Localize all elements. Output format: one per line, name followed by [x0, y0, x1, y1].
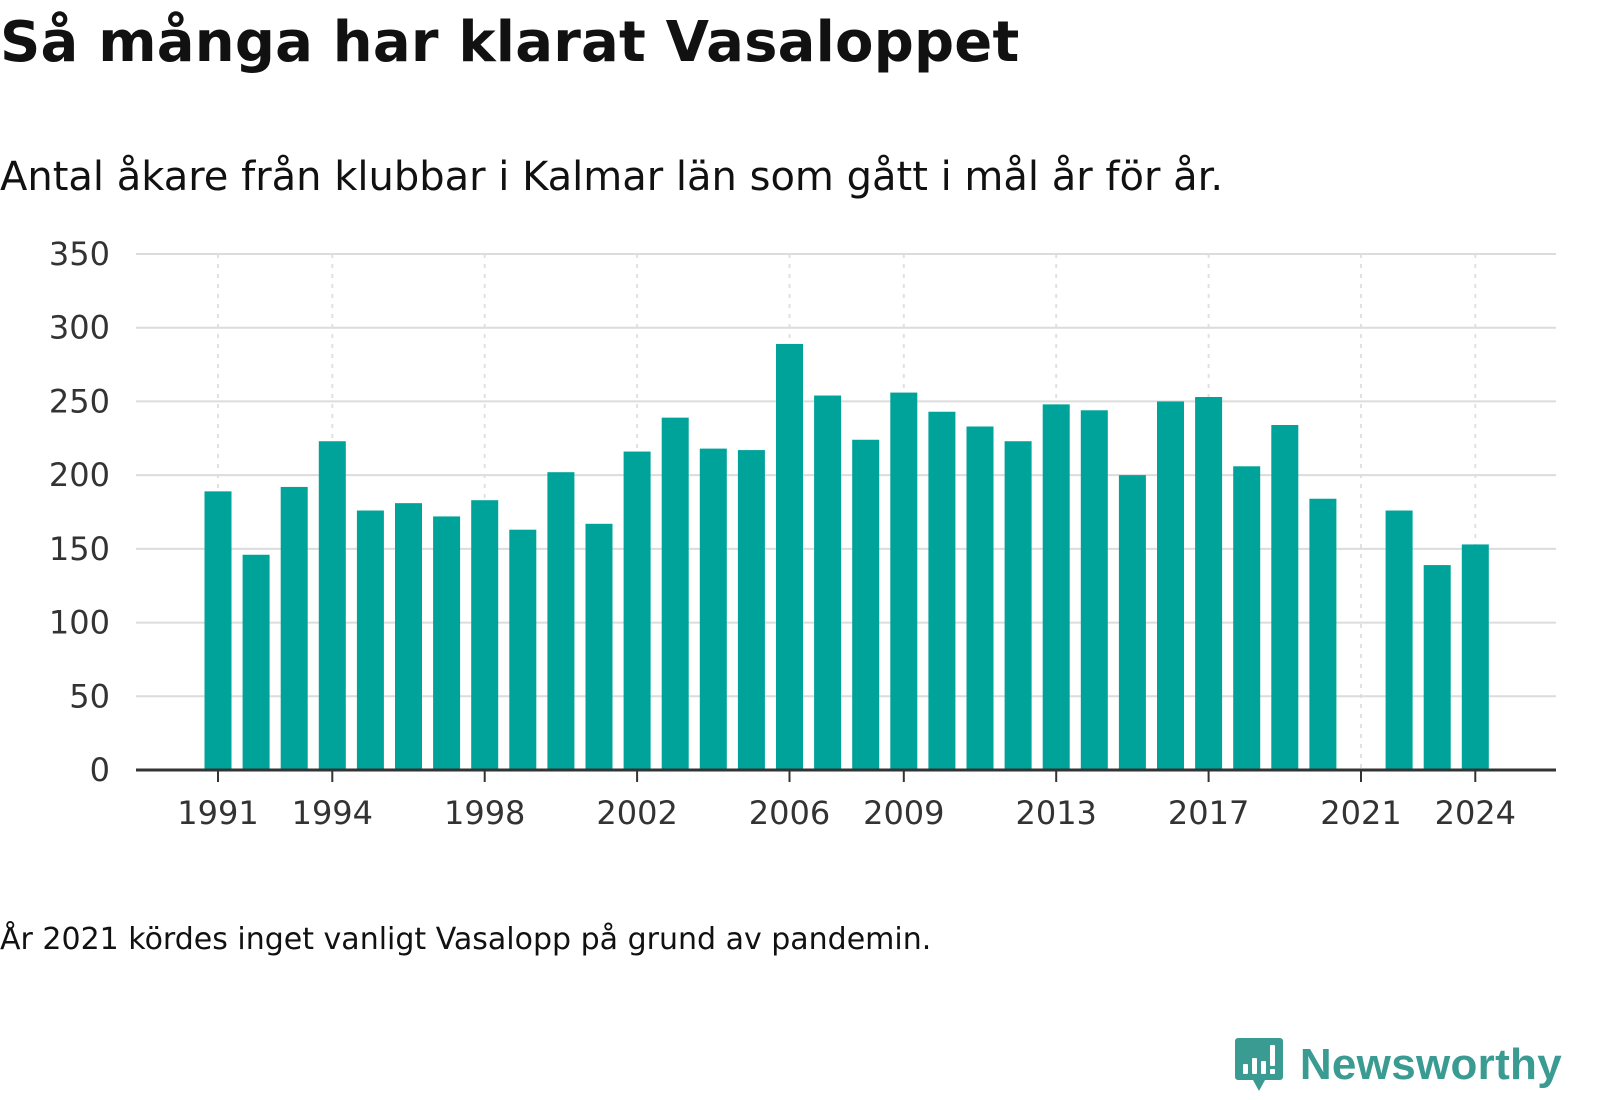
bar-2009 — [890, 392, 918, 770]
footnote: År 2021 kördes inget vanligt Vasalopp på… — [0, 922, 932, 957]
bar-1994 — [318, 441, 346, 770]
chart-title: Så många har klarat Vasaloppet — [0, 10, 1020, 75]
y-tick-label: 250 — [49, 382, 110, 420]
y-tick-label: 200 — [49, 456, 110, 494]
bar-2013 — [1042, 404, 1070, 770]
bar-2018 — [1233, 466, 1261, 770]
bar-1995 — [356, 510, 384, 770]
x-tick-label: 2002 — [596, 794, 677, 832]
bar-1997 — [433, 516, 461, 770]
bar-2002 — [623, 451, 651, 770]
bar-1999 — [509, 529, 537, 770]
bar-2020 — [1309, 498, 1337, 770]
bar-2015 — [1118, 475, 1146, 770]
bar-chart-speech-bubble-icon — [1234, 1038, 1283, 1091]
x-tick-label: 2006 — [749, 794, 830, 832]
brand-logo: Newsworthy — [1234, 1036, 1562, 1094]
bar-1998 — [471, 500, 499, 770]
bar-2014 — [1080, 410, 1108, 770]
bar-1991 — [204, 491, 232, 770]
bar-chart: 0 50 100 150 200 250 300 350 1991 1994 1998 2002 200… — [49, 235, 1556, 832]
y-tick-label: 150 — [49, 530, 110, 568]
bar-2010 — [928, 411, 956, 770]
bar-2019 — [1271, 425, 1299, 770]
bar-2007 — [814, 395, 842, 770]
y-tick-label: 50 — [69, 677, 110, 715]
bar-2016 — [1157, 401, 1184, 770]
bar-2008 — [852, 439, 880, 770]
bar-2011 — [966, 426, 994, 770]
y-tick-label: 0 — [90, 751, 110, 789]
x-tick-label: 1994 — [292, 794, 373, 832]
bar-2004 — [699, 448, 727, 770]
x-tick-label: 2021 — [1320, 794, 1401, 832]
bar-2012 — [1004, 441, 1032, 770]
bar-2006 — [776, 343, 803, 770]
bar-1996 — [395, 503, 422, 770]
y-tick-label: 100 — [49, 604, 110, 642]
bar-2017 — [1195, 397, 1223, 770]
y-tick-label: 350 — [49, 235, 110, 273]
bar-2024 — [1461, 544, 1489, 770]
brand-name: Newsworthy — [1299, 1040, 1562, 1089]
y-tick-label: 300 — [49, 309, 110, 347]
bar-2005 — [737, 450, 765, 770]
x-tick-label: 2017 — [1168, 794, 1249, 832]
x-tick-label: 2024 — [1435, 794, 1516, 832]
bar-1992 — [242, 554, 270, 770]
x-tick-label: 2013 — [1015, 794, 1096, 832]
bar-2001 — [585, 523, 613, 770]
bar-2003 — [661, 417, 689, 770]
x-tick-label: 1991 — [177, 794, 258, 832]
chart-subtitle: Antal åkare från klubbar i Kalmar län so… — [0, 154, 1224, 200]
x-tick-label: 2009 — [863, 794, 944, 832]
bar-1993 — [280, 486, 308, 770]
bar-2022 — [1385, 510, 1413, 770]
x-tick-label: 1998 — [444, 794, 525, 832]
bar-2000 — [547, 472, 575, 770]
bar-2023 — [1423, 565, 1451, 770]
